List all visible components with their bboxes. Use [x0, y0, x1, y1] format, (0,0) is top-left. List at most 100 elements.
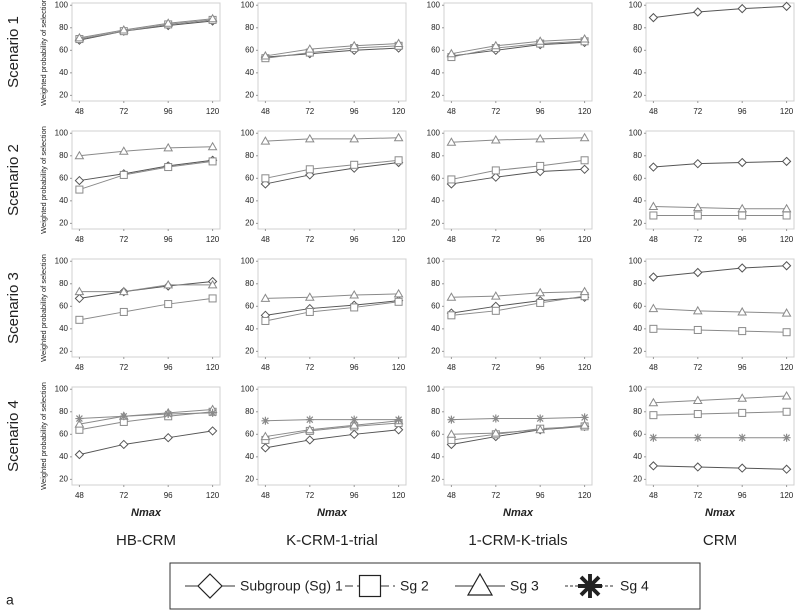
plot-frame [645, 386, 795, 486]
x-tick-label: 120 [392, 363, 406, 372]
point-marker [782, 211, 791, 220]
plot-frame [257, 258, 407, 358]
point-marker [260, 293, 271, 302]
y-tick-label: 80 [59, 407, 68, 416]
plot-frame [71, 258, 221, 358]
legend-marker [358, 574, 382, 598]
point-marker [74, 150, 85, 160]
row-label: Scenario 1 [5, 16, 22, 88]
y-tick-label: 60 [431, 173, 440, 182]
plot-frame [443, 2, 593, 102]
point-marker [74, 293, 85, 304]
point-marker [580, 156, 589, 165]
point-marker [207, 13, 218, 23]
y-tick-label: 20 [431, 90, 440, 99]
x-tick-label: 96 [350, 363, 359, 372]
y-tick-label: 100 [629, 0, 643, 9]
y-tick-label: 80 [59, 279, 68, 288]
point-marker [350, 303, 359, 312]
point-marker [491, 306, 500, 315]
x-tick-label: 48 [447, 491, 456, 500]
y-tick-label: 60 [431, 45, 440, 54]
plot-frame [443, 258, 593, 358]
y-tick-label: 100 [427, 256, 441, 265]
point-marker [393, 38, 404, 48]
point-marker [782, 407, 791, 416]
point-marker [737, 463, 747, 473]
point-marker [737, 203, 748, 213]
column-label: 1-CRM-K-trials [468, 532, 567, 549]
point-marker [693, 7, 703, 17]
point-marker [304, 424, 315, 434]
y-tick-label: 60 [431, 429, 440, 438]
y-tick-label: 100 [241, 0, 255, 9]
plot-frame [645, 130, 795, 230]
x-tick-label: 120 [392, 107, 406, 116]
point-marker [260, 431, 271, 441]
x-tick-label: 48 [75, 491, 84, 500]
legend-label: Sg 2 [400, 578, 429, 594]
point-marker [536, 161, 545, 170]
y-tick-label: 40 [633, 324, 642, 333]
y-tick-label: 20 [633, 474, 642, 483]
point-marker [74, 419, 85, 428]
point-marker [692, 305, 703, 315]
x-tick-label: 120 [206, 363, 220, 372]
series-line [653, 328, 787, 333]
y-tick-label: 20 [431, 218, 440, 227]
point-marker [737, 263, 747, 273]
series-line [265, 137, 399, 142]
point-marker [536, 298, 545, 307]
y-tick-label: 80 [633, 279, 642, 288]
y-tick-label: 80 [633, 23, 642, 32]
point-marker [304, 292, 315, 301]
y-tick-label: 60 [431, 301, 440, 310]
point-marker [737, 393, 748, 402]
x-tick-label: 96 [164, 491, 173, 500]
point-marker [74, 175, 85, 186]
point-marker [393, 288, 404, 298]
point-marker [781, 308, 792, 317]
point-marker [350, 415, 359, 424]
point-marker [579, 164, 590, 175]
x-tick-label: 72 [119, 491, 128, 500]
point-marker [305, 165, 314, 174]
point-marker [119, 307, 128, 316]
point-marker [349, 133, 360, 143]
point-marker [164, 163, 173, 172]
y-axis-label: Weighted probability of selection [39, 382, 48, 490]
x-tick-label: 72 [305, 235, 314, 244]
point-marker [781, 464, 792, 474]
y-tick-label: 80 [245, 407, 254, 416]
point-marker [693, 158, 703, 169]
point-marker [305, 415, 314, 424]
point-marker [781, 391, 792, 400]
point-marker [693, 211, 702, 220]
series-line [79, 412, 213, 420]
x-tick-label: 96 [164, 363, 173, 372]
point-marker [648, 303, 659, 313]
point-marker [447, 311, 456, 320]
point-marker [118, 286, 129, 296]
plot-frame [71, 386, 221, 486]
y-tick-label: 40 [245, 196, 254, 205]
point-marker [693, 462, 703, 472]
plot-frame [257, 386, 407, 486]
x-tick-label: 96 [350, 235, 359, 244]
x-tick-label: 120 [392, 235, 406, 244]
point-marker [781, 261, 792, 271]
y-tick-label: 20 [245, 218, 254, 227]
series-line [265, 300, 399, 316]
y-tick-label: 40 [245, 68, 254, 77]
x-axis-label: Nmax [131, 507, 162, 519]
row-label: Scenario 4 [5, 400, 22, 472]
y-tick-label: 20 [431, 346, 440, 355]
series-line [79, 284, 213, 293]
series-line [79, 146, 213, 157]
x-tick-label: 96 [164, 235, 173, 244]
point-marker [782, 433, 791, 442]
x-tick-label: 120 [578, 491, 592, 500]
plot-frame [71, 2, 221, 102]
series-line [451, 416, 585, 421]
